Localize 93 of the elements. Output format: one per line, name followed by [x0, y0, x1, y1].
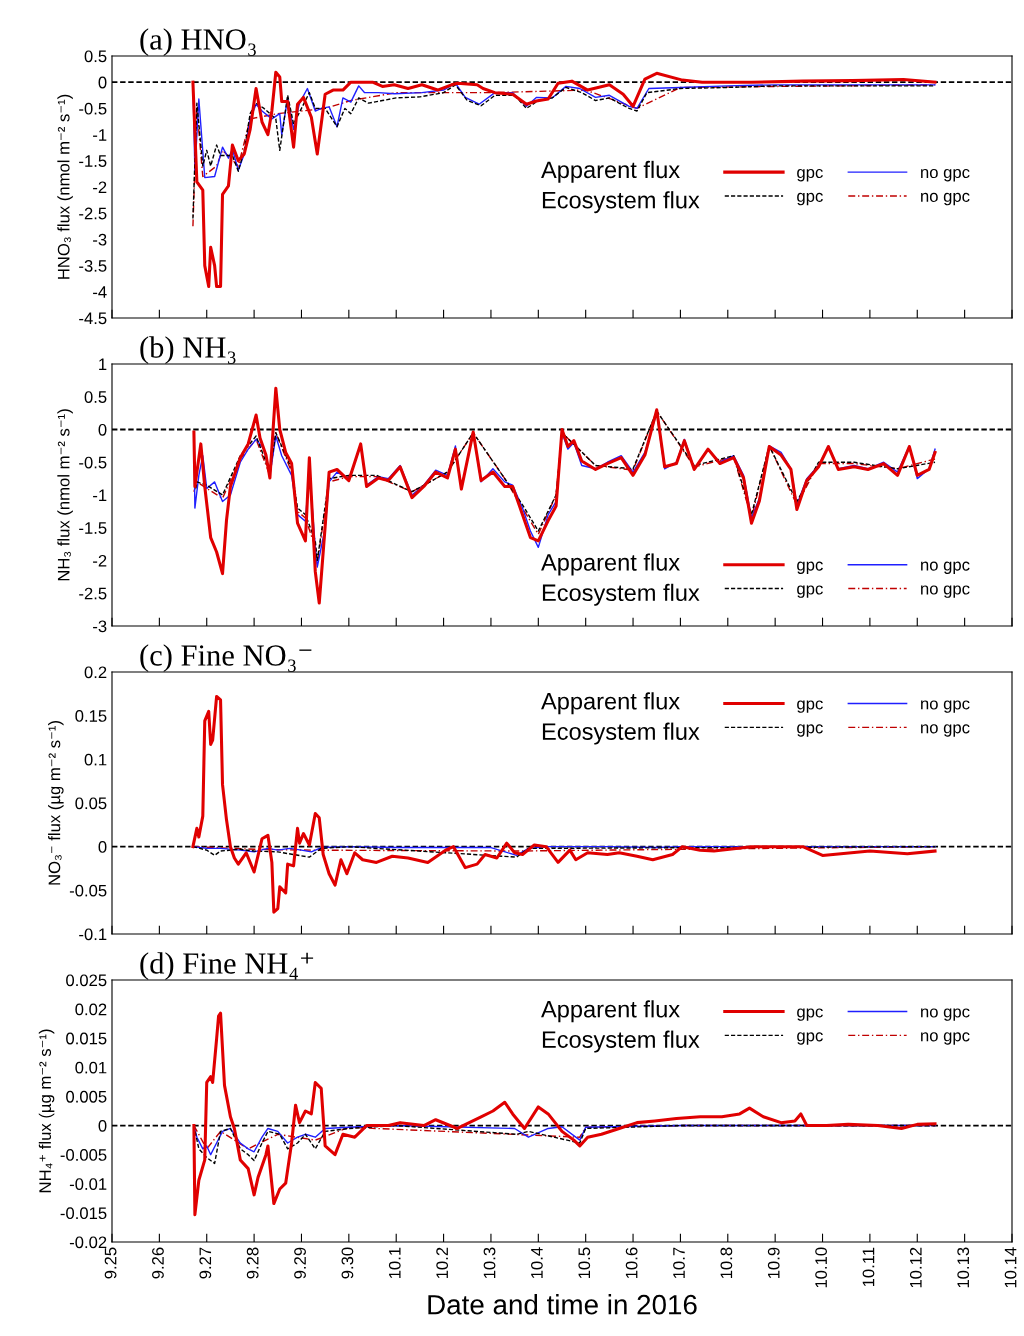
- x-tick-label: 9.28: [246, 1247, 259, 1279]
- y-tick-label: -0.02: [69, 1236, 107, 1249]
- line-series: [192, 386, 937, 605]
- legend-label: no gpc: [921, 192, 970, 206]
- y-tick-label: -2.5: [79, 207, 107, 220]
- y-tick-label: -0.1: [79, 928, 107, 941]
- annotation: Apparent flux: [541, 553, 680, 576]
- legend-label: no gpc: [921, 724, 970, 737]
- chart-title: (a) HNO₃: [140, 28, 256, 56]
- y-axis-title: NO₃⁻ flux (µg m⁻² s⁻¹): [48, 721, 64, 885]
- y-tick-label: 1: [99, 358, 107, 371]
- x-tick-label: 9.29: [294, 1247, 306, 1279]
- y-tick-label: 0: [98, 841, 107, 853]
- y-tick-label: 0.5: [84, 391, 107, 403]
- y-tick-label: 0: [98, 423, 107, 436]
- legend-label: no gpc: [921, 700, 970, 713]
- y-tick-label: -1: [93, 129, 107, 141]
- y-tick-label: -2.5: [79, 587, 107, 600]
- x-tick-label: 9.27: [199, 1247, 212, 1279]
- x-tick-label: 10.14: [1004, 1247, 1017, 1288]
- x-tick-label: 10.7: [673, 1247, 685, 1279]
- x-tick-label: 10.5: [578, 1247, 591, 1279]
- legend-label: no gpc: [921, 1008, 970, 1021]
- annotation: Apparent flux: [541, 160, 680, 183]
- x-tick-label: 9.30: [341, 1247, 354, 1279]
- x-tick-label: 9.25: [104, 1247, 117, 1279]
- x-tick-label: 10.6: [625, 1247, 638, 1279]
- annotation: Ecosystem flux: [542, 1030, 700, 1053]
- legend-label: gpc: [797, 724, 823, 737]
- y-tick-label: -0.5: [79, 456, 107, 469]
- y-tick-label: -0.5: [79, 102, 107, 115]
- y-tick-label: 0: [98, 1119, 107, 1132]
- y-tick-label: -4.5: [79, 312, 107, 325]
- y-tick-label: -0.015: [60, 1207, 107, 1220]
- x-tick-label: 10.2: [436, 1247, 449, 1279]
- y-tick-label: -0.01: [69, 1178, 107, 1190]
- y-tick-label: 0.025: [66, 974, 107, 987]
- y-tick-label: -4: [93, 286, 107, 298]
- chart-title: (b) NH₃: [140, 336, 236, 364]
- chart-title: (d) Fine NH₄⁺: [140, 952, 314, 980]
- y-tick-label: -1.5: [79, 155, 107, 167]
- legend-label: no gpc: [921, 561, 970, 574]
- legend-label: gpc: [797, 1032, 823, 1045]
- legend-label: gpc: [797, 168, 823, 182]
- x-axis-title: Date and time in 2016: [428, 1294, 697, 1315]
- y-tick-label: 0.1: [84, 753, 107, 766]
- annotation: Ecosystem flux: [542, 583, 700, 606]
- legend-label: no gpc: [921, 168, 970, 182]
- y-tick-label: -2: [93, 181, 107, 194]
- y-tick-label: 0.01: [75, 1061, 107, 1074]
- legend-label: gpc: [797, 192, 823, 206]
- y-tick-label: -3.5: [79, 260, 107, 272]
- y-tick-label: 0.5: [84, 50, 107, 63]
- x-tick-label: 10.9: [767, 1247, 780, 1279]
- y-tick-label: -1: [93, 489, 107, 502]
- y-tick-label: 0: [98, 76, 107, 89]
- annotation: Apparent flux: [541, 692, 680, 715]
- line-series: [191, 70, 937, 289]
- y-tick-label: 0.15: [75, 710, 107, 722]
- x-tick-label: 10.3: [483, 1247, 496, 1279]
- y-axis-title: NH₃ flux (nmol m⁻² s⁻¹): [57, 409, 73, 581]
- x-tick-label: 10.1: [388, 1247, 401, 1279]
- y-tick-label: 0.05: [75, 797, 107, 810]
- legend-label: no gpc: [921, 1032, 970, 1045]
- legend-label: gpc: [797, 700, 823, 713]
- x-tick-label: 10.12: [909, 1247, 922, 1288]
- y-tick-label: 0.015: [66, 1032, 107, 1045]
- y-tick-label: -0.005: [60, 1149, 107, 1161]
- legend-label: no gpc: [921, 585, 970, 598]
- y-axis-title: HNO₃ flux (nmol m⁻² s⁻¹): [57, 94, 73, 279]
- y-axis-title: NH₄⁺ flux (µg m⁻² s⁻¹): [38, 1029, 55, 1193]
- annotation: Apparent flux: [541, 1000, 680, 1023]
- y-tick-label: 0.2: [84, 666, 107, 679]
- y-tick-label: -1.5: [79, 522, 107, 534]
- x-tick-label: 10.8: [720, 1247, 733, 1279]
- chart-title: (c) Fine NO₃⁻: [140, 644, 312, 672]
- x-tick-label: 10.4: [530, 1247, 543, 1279]
- y-tick-label: 0.02: [75, 1003, 107, 1016]
- y-tick-label: -2: [93, 554, 107, 567]
- y-tick-label: -3: [93, 233, 107, 246]
- x-tick-label: 10.13: [957, 1247, 970, 1288]
- y-tick-label: -0.05: [69, 884, 107, 897]
- x-tick-label: 10.10: [815, 1247, 827, 1288]
- y-tick-label: 0.005: [66, 1090, 107, 1103]
- y-tick-label: -3: [93, 620, 107, 633]
- x-tick-label: 10.11: [862, 1247, 875, 1287]
- legend-label: gpc: [797, 561, 823, 574]
- legend-label: gpc: [797, 1008, 823, 1021]
- line-series: [191, 694, 937, 914]
- annotation: Ecosystem flux: [542, 722, 700, 745]
- legend-label: gpc: [797, 585, 823, 598]
- x-tick-label: 9.26: [152, 1247, 164, 1279]
- annotation: Ecosystem flux: [542, 191, 700, 214]
